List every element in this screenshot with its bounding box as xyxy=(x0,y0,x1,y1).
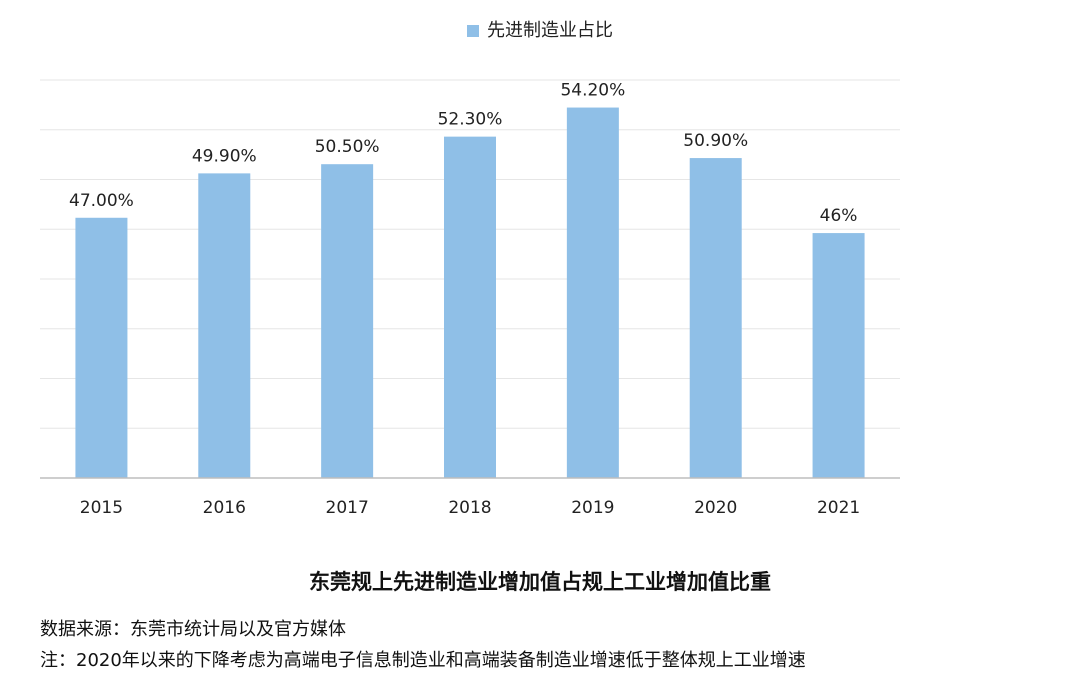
x-tick-label-2018: 2018 xyxy=(448,498,491,518)
remark-note: 注：2020年以来的下降考虑为高端电子信息制造业和高端装备制造业增速低于整体规上… xyxy=(40,650,806,671)
legend-label: 先进制造业占比 xyxy=(487,20,613,41)
x-tick-label-2016: 2016 xyxy=(203,498,246,518)
bar-2019 xyxy=(566,107,619,479)
bar-chart: 47.00% 2015 49.90% 2016 50.50% 2017 52.30% 2018… xyxy=(40,79,900,518)
bar-2016 xyxy=(198,173,251,478)
x-tick-label-2019: 2019 xyxy=(571,498,614,518)
data-label-2018: 52.30% xyxy=(438,110,503,130)
x-tick-label-2017: 2017 xyxy=(326,498,369,518)
data-label-2019: 54.20% xyxy=(560,81,625,101)
x-tick-label-2021: 2021 xyxy=(817,498,860,518)
bar-2021 xyxy=(812,233,865,478)
bar-2017 xyxy=(321,164,374,478)
x-tick-label-2020: 2020 xyxy=(694,498,737,518)
chart-caption: 东莞规上先进制造业增加值占规上工业增加值比重 xyxy=(309,570,771,594)
data-label-2017: 50.50% xyxy=(315,137,380,157)
data-label-2016: 49.90% xyxy=(192,146,257,166)
bar-2018 xyxy=(444,136,496,478)
data-label-2020: 50.90% xyxy=(683,131,748,151)
legend-swatch xyxy=(467,25,479,37)
data-label-2021: 46% xyxy=(820,206,858,226)
bar-2020 xyxy=(689,158,742,479)
data-label-2015: 47.00% xyxy=(69,191,134,211)
x-tick-label-2015: 2015 xyxy=(80,498,123,518)
legend: 先进制造业占比 xyxy=(0,16,1080,42)
bar-2015 xyxy=(75,217,128,478)
source-note: 数据来源：东莞市统计局以及官方媒体 xyxy=(40,619,346,640)
